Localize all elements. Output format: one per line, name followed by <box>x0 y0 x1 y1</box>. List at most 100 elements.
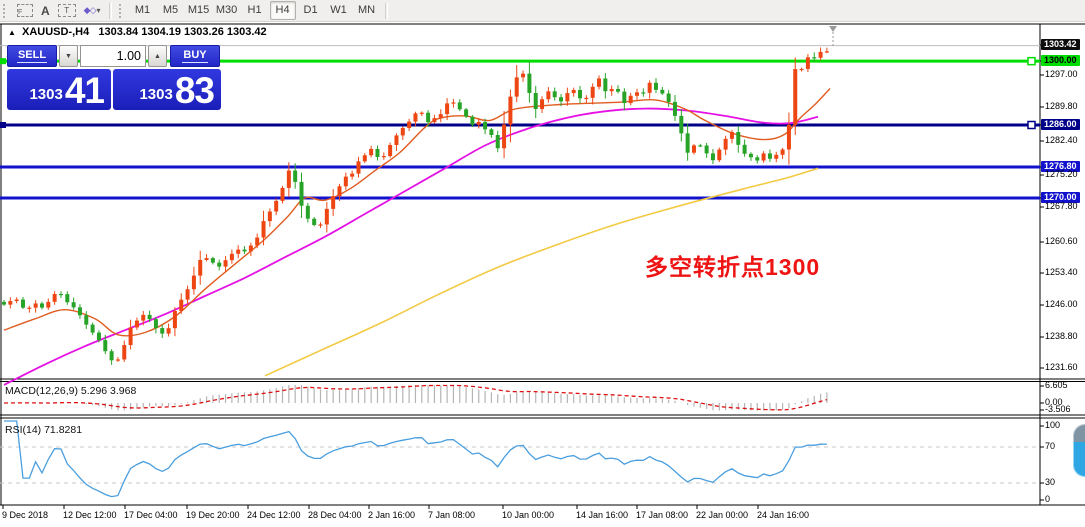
candle <box>71 302 76 308</box>
timeframe-d1[interactable]: D1 <box>303 4 318 16</box>
candle <box>635 92 639 96</box>
candle <box>65 294 70 303</box>
time-axis-label: 2 Jan 16:00 <box>368 510 416 520</box>
candle <box>805 57 810 69</box>
candle <box>647 82 652 93</box>
candle <box>324 208 329 225</box>
time-axis-label: 19 Dec 20:00 <box>186 510 240 520</box>
text-annotation[interactable]: 多空转折点1300 <box>645 254 821 280</box>
candle <box>362 155 367 162</box>
timeframe-m1[interactable]: M1 <box>134 4 151 16</box>
timeframe-mn[interactable]: MN <box>357 4 376 16</box>
candle <box>166 328 171 334</box>
candle <box>299 181 304 206</box>
toolbar-drag-handle[interactable] <box>3 3 9 18</box>
time-axis-label: 22 Jan 00:00 <box>696 510 749 520</box>
candle <box>96 332 101 341</box>
volume-up-button[interactable]: ▲ <box>148 45 167 67</box>
candle <box>451 102 456 104</box>
candle <box>331 196 336 209</box>
sell-button-label: SELL <box>16 49 48 63</box>
timeframe-h4[interactable]: H4 <box>269 1 296 20</box>
chevron-down-icon: ▼ <box>65 52 72 60</box>
volume-input[interactable] <box>80 45 146 67</box>
candle <box>546 91 551 100</box>
candle <box>179 299 184 312</box>
candle <box>793 69 798 125</box>
candle <box>46 301 51 308</box>
ohlc-values: 1303.84 1304.19 1303.26 1303.42 <box>98 26 267 38</box>
timeframe-h1[interactable]: H1 <box>247 4 262 16</box>
candle <box>318 224 323 226</box>
volume-dropdown-button[interactable]: ▼ <box>59 45 78 67</box>
candle <box>280 187 285 201</box>
candle <box>514 77 519 97</box>
candle <box>191 275 196 290</box>
timeframe-m30[interactable]: M30 <box>215 4 238 16</box>
text-label-tool-icon[interactable]: T <box>56 2 78 20</box>
toolbar: F A T ◆◇ ▾ M1 M5 M15 M30 H1 H4 D1 W1 MN <box>0 0 1085 22</box>
candle <box>33 303 38 308</box>
text-box-icon: T <box>57 4 76 17</box>
time-axis-label: 7 Jan 08:00 <box>428 510 476 520</box>
scroll-indicator[interactable] <box>1073 424 1085 477</box>
chevron-up-icon: ▲ <box>154 52 161 60</box>
candle <box>527 73 532 93</box>
candle <box>597 78 602 87</box>
cursor-tool-icon[interactable]: F <box>15 2 35 20</box>
candle <box>407 121 412 129</box>
candle <box>274 200 279 212</box>
chart-shift-marker[interactable] <box>829 26 837 32</box>
timeframe-m15[interactable]: M15 <box>187 4 210 16</box>
candle <box>337 186 342 197</box>
candle <box>552 91 557 98</box>
candle <box>122 345 127 360</box>
candle <box>58 293 63 296</box>
sell-price-box[interactable]: 1303 41 <box>7 69 111 110</box>
candle <box>824 51 829 53</box>
hline-1300-left-handle[interactable] <box>0 58 6 65</box>
candle <box>261 221 266 238</box>
candle <box>445 103 450 115</box>
timeframe-m5[interactable]: M5 <box>162 4 179 16</box>
hline-1300-right-handle[interactable] <box>1027 56 1036 66</box>
candle <box>432 118 437 123</box>
collapse-icon[interactable]: ▲ <box>8 28 16 37</box>
toolbar-drag-handle[interactable] <box>118 3 125 18</box>
candle <box>609 88 614 92</box>
hline-1286-left-handle[interactable] <box>0 122 6 128</box>
ma-mid-line <box>3 107 819 386</box>
time-axis-label: 24 Dec 12:00 <box>247 510 301 520</box>
candle <box>356 161 361 174</box>
price-axis-label: 1282.40 <box>1045 135 1078 145</box>
ma-slow-line <box>264 167 819 377</box>
candle <box>780 149 785 155</box>
candle <box>767 153 772 159</box>
candle <box>559 97 564 102</box>
candle <box>812 57 817 59</box>
time-axis-label: 28 Dec 04:00 <box>308 510 362 520</box>
rsi-axis-label: 100 <box>1045 420 1061 430</box>
price-axis-label: 1297.00 <box>1045 69 1078 79</box>
candle <box>52 293 57 302</box>
timeframe-w1[interactable]: W1 <box>330 4 347 16</box>
sell-button[interactable]: SELL <box>7 45 57 67</box>
shapes-tool-icon[interactable]: ◆◇ ▾ <box>82 2 103 20</box>
text-tool-icon[interactable]: A <box>41 3 50 18</box>
buy-button[interactable]: BUY <box>170 45 220 67</box>
candle <box>242 249 247 252</box>
price-axis-label: 1300.00 <box>1041 55 1080 66</box>
candle <box>109 351 114 361</box>
chart-canvas[interactable] <box>0 22 1085 527</box>
candle <box>400 128 405 136</box>
candle <box>584 97 589 100</box>
candle <box>2 301 6 305</box>
candle <box>540 99 545 110</box>
candle <box>419 112 424 114</box>
time-axis-label: 17 Jan 08:00 <box>636 510 689 520</box>
candle <box>698 145 703 147</box>
buy-price-box[interactable]: 1303 83 <box>113 69 221 110</box>
candle <box>666 93 671 102</box>
hline-1286-right-handle[interactable] <box>1027 120 1036 130</box>
candle <box>483 121 488 130</box>
